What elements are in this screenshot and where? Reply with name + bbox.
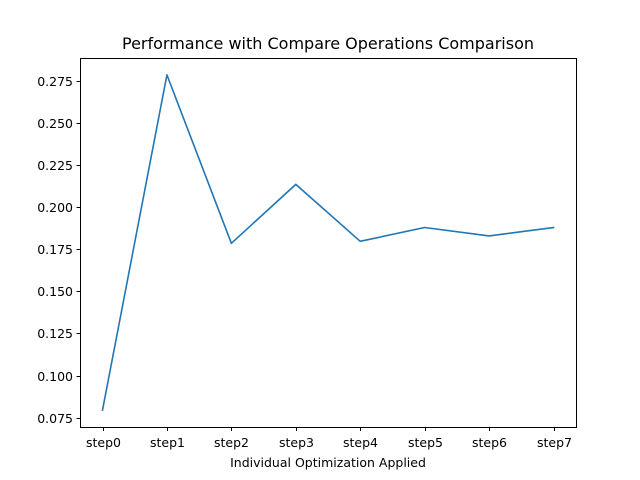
y-tick-label: 0.100 [37,369,73,384]
x-tick-label: step4 [343,435,378,450]
y-tick-label: 0.275 [37,74,73,89]
y-tick-label: 0.125 [37,326,73,341]
x-tick-label: step0 [86,435,121,450]
x-axis-ticks: step0 step1 step2 step3 step4 step5 step6 step7 [86,427,572,450]
x-tick-label: step6 [472,435,507,450]
y-tick-label: 0.175 [37,242,73,257]
y-tick-label: 0.200 [37,200,73,215]
y-axis-ticks: 0.075 0.100 0.125 0.150 0.175 0.200 0.225 0.250… [37,74,80,426]
x-tick-label: step7 [537,435,572,450]
y-tick-label: 0.150 [37,284,73,299]
y-tick-label: 0.075 [37,411,73,426]
series-line [101,74,555,412]
y-tick-label: 0.225 [37,158,73,173]
x-axis-label: Individual Optimization Applied [230,455,426,470]
x-tick-label: step2 [214,435,249,450]
y-tick-label: 0.250 [37,116,73,131]
x-tick-label: step3 [279,435,314,450]
x-tick-label: step1 [150,435,185,450]
plot-lines [101,74,555,412]
x-tick-label: step5 [408,435,443,450]
chart-title: Performance with Compare Operations Comp… [122,34,534,53]
plot-frame [80,58,577,428]
